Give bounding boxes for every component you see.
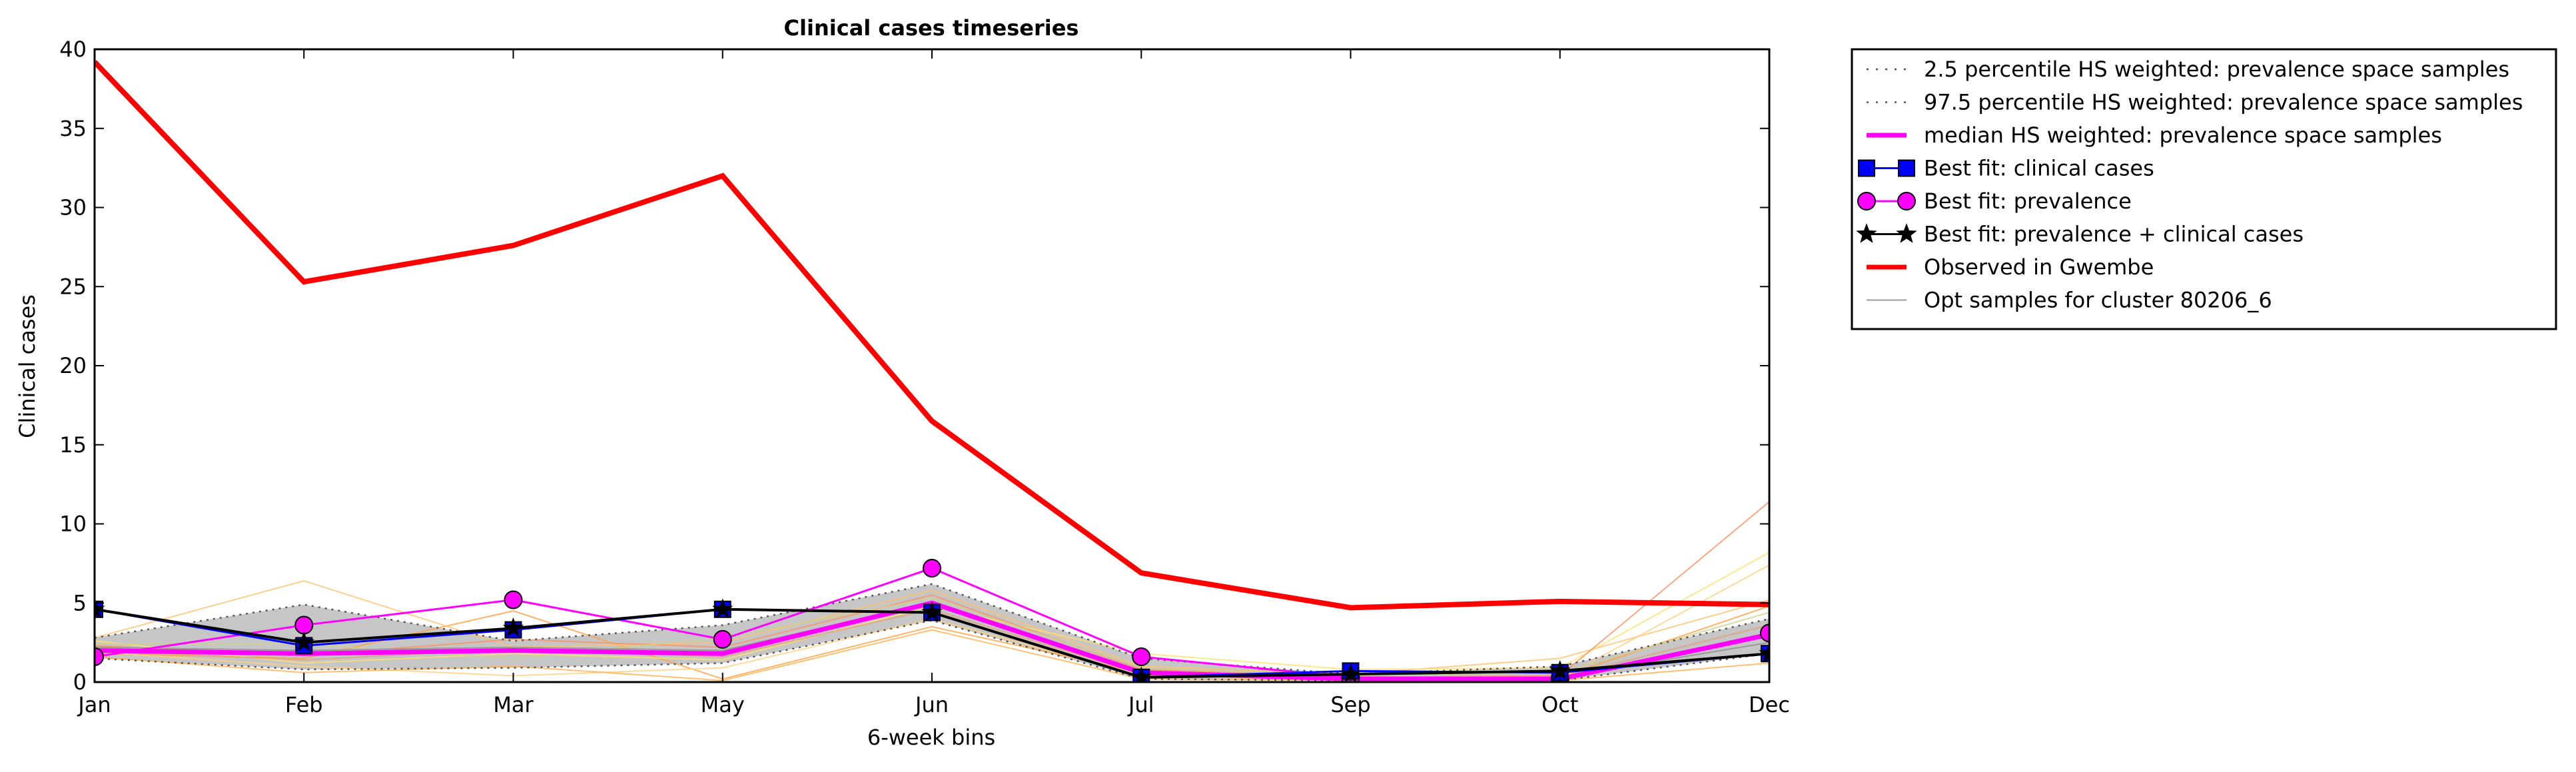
- best-fit-prevalence-marker: [1132, 647, 1151, 666]
- y-tick-label: 0: [73, 669, 87, 695]
- y-tick-label: 35: [59, 116, 87, 141]
- plot-content: [95, 60, 1769, 682]
- y-tick-label: 5: [73, 590, 87, 615]
- percentile-band: [95, 583, 1769, 681]
- x-tick-label: Dec: [1749, 692, 1790, 717]
- best-fit-prevalence-marker: [713, 629, 732, 649]
- legend-entry-3-label: median HS weighted: prevalence space sam…: [1924, 123, 2442, 148]
- best-fit-prevalence-marker: [95, 647, 104, 666]
- y-axis-label: Clinical cases: [15, 294, 40, 438]
- chart-title: Clinical cases timeseries: [784, 15, 1079, 41]
- legend-box: [1851, 48, 2557, 330]
- best-fit-prevalence-marker: [1760, 623, 1769, 643]
- y-tick-label: 10: [59, 512, 87, 537]
- plot-area: [95, 60, 1769, 682]
- legend-entry-5-label: Best fit: prevalence: [1924, 189, 2132, 214]
- best-fit-combined-marker: [293, 631, 314, 651]
- x-tick-label: Feb: [285, 692, 323, 717]
- legend-entry-5-marker: [1897, 192, 1916, 210]
- best-fit-combined-marker: [95, 598, 105, 619]
- y-tick-label: 20: [59, 353, 87, 378]
- y-tick-label: 25: [59, 274, 87, 299]
- y-tick-label: 30: [59, 195, 87, 220]
- best-fit-prevalence-marker: [923, 559, 941, 578]
- best-fit-combined-marker: [1759, 642, 1769, 663]
- x-tick-label: May: [701, 692, 745, 717]
- legend-entry-4-label: Best fit: clinical cases: [1924, 156, 2154, 181]
- x-tick-label: Oct: [1541, 692, 1578, 717]
- axes: 0 5 10 15 20 25 30 35 40 Jan Feb Mar May Jun Jul Sep Oct…: [59, 37, 1790, 717]
- legend-entry-1-label: 2.5 percentile HS weighted: prevalence s…: [1924, 57, 2509, 82]
- legend-entry-4-marker: [1858, 159, 1875, 177]
- x-tick-label: Jun: [914, 692, 949, 717]
- x-axis-label: 6-week bins: [867, 725, 995, 750]
- best-fit-combined-marker: [502, 617, 524, 637]
- legend-entry-8-label: Opt samples for cluster 80206_6: [1924, 288, 2272, 313]
- best-fit-prevalence-marker: [294, 615, 314, 635]
- y-tick-label: 40: [59, 37, 87, 62]
- x-tick-label: Jan: [77, 692, 111, 717]
- percentile-97-5-line: [95, 583, 1769, 675]
- y-tick-label: 15: [59, 432, 87, 458]
- x-tick-label: Jul: [1127, 692, 1154, 717]
- legend: 2.5 percentile HS weighted: prevalence s…: [1851, 48, 2557, 330]
- sample-line-2: [95, 579, 1769, 675]
- legend-entry-5-marker: [1857, 192, 1876, 210]
- observed-line: [95, 60, 1769, 611]
- best-fit-combined-marker: [712, 598, 733, 619]
- legend-entry-6-marker: [1896, 223, 1917, 243]
- best-fit-combined-marker: [921, 601, 943, 621]
- legend-entry-7-label: Observed in Gwembe: [1924, 254, 2154, 280]
- legend-entry-6-marker: [1856, 223, 1877, 243]
- legend-entry-2-label: 97.5 percentile HS weighted: prevalence …: [1924, 90, 2523, 115]
- x-tick-label: Mar: [493, 692, 534, 717]
- legend-entry-6-label: Best fit: prevalence + clinical cases: [1924, 222, 2304, 247]
- legend-entry-4-marker: [1898, 159, 1915, 177]
- x-tick-label: Sep: [1330, 692, 1370, 717]
- best-fit-prevalence-marker: [504, 590, 523, 609]
